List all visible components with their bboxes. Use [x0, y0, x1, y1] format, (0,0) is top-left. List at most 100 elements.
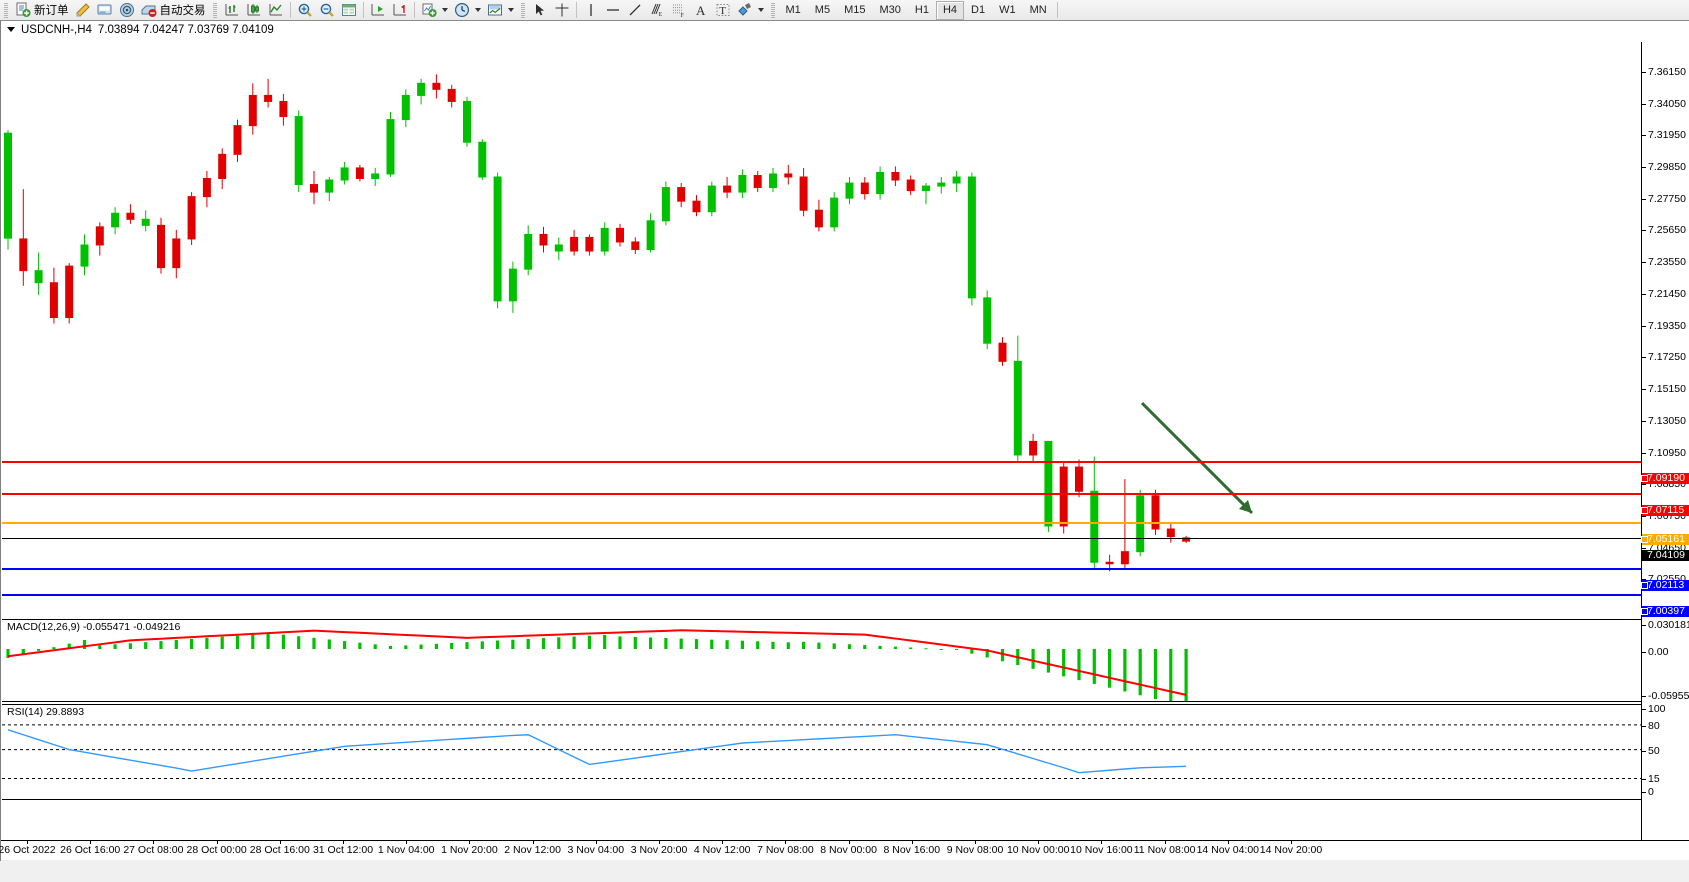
text-label-tool-button[interactable]: T: [712, 1, 734, 20]
vline-icon: [583, 2, 599, 18]
time-label: 31 Oct 12:00: [312, 844, 374, 856]
price-level-label[interactable]: 7.09190: [1641, 473, 1689, 485]
data-window-button[interactable]: [338, 1, 360, 20]
price-level-line[interactable]: [2, 492, 1641, 495]
price-level-handle[interactable]: [1641, 608, 1648, 616]
timeframe-h4-button[interactable]: H4: [935, 0, 964, 20]
hline-tool-button[interactable]: [602, 1, 624, 20]
zoom-in-button[interactable]: [294, 1, 316, 20]
text-icon: A: [693, 2, 709, 18]
macd-pane[interactable]: MACD(12,26,9) -0.055471 -0.049216: [2, 619, 1641, 702]
timeframe-m5-button[interactable]: M5: [814, 3, 831, 16]
pencil-eraser-button[interactable]: [72, 1, 94, 20]
price-level-label[interactable]: 7.02113: [1641, 580, 1689, 592]
price-level-line[interactable]: [2, 522, 1641, 525]
shapes-chevron-down-icon[interactable]: [757, 8, 764, 12]
candlestick-chart-button[interactable]: [243, 1, 265, 20]
candles-icon: [246, 2, 262, 18]
time-label: 28 Oct 16:00: [249, 844, 310, 856]
signal-button[interactable]: [116, 1, 138, 20]
toolbar-grip-2[interactable]: [212, 2, 217, 18]
fibo-tool-button[interactable]: F: [668, 1, 690, 20]
toolbar-grip-3[interactable]: [520, 2, 525, 18]
new-order-button[interactable]: 新订单: [12, 1, 72, 20]
svg-text:T: T: [719, 5, 726, 17]
timeframe-h1-button[interactable]: H1: [914, 3, 929, 16]
time-tick: [1291, 841, 1292, 844]
price-level-line[interactable]: [2, 461, 1641, 464]
time-label: 2 Nov 12:00: [504, 844, 561, 856]
price-tick: 7.27750: [1642, 193, 1686, 205]
timeframe-w1-button[interactable]: W1: [999, 3, 1016, 16]
chart-menu-caret-icon[interactable]: [7, 27, 15, 32]
price-candles: [4, 74, 1254, 572]
price-level-line[interactable]: [2, 537, 1641, 539]
time-tick: [595, 841, 597, 844]
text-tool-button[interactable]: A: [690, 1, 712, 20]
trendline-tool-button[interactable]: [624, 1, 646, 20]
timeframe-m1-button[interactable]: M1: [785, 3, 801, 16]
timeframe-m15-button[interactable]: M15: [844, 3, 866, 16]
rsi-pane[interactable]: RSI(14) 29.8893: [2, 704, 1641, 800]
price-level-line[interactable]: [2, 594, 1641, 597]
time-tick: [1101, 841, 1103, 844]
price-level-label[interactable]: 7.00397: [1641, 606, 1689, 618]
price-level-label[interactable]: 7.05161: [1641, 534, 1689, 546]
add-indicator-button[interactable]: [418, 1, 451, 20]
auto-trading-button[interactable]: 自动交易: [138, 1, 209, 20]
price-level-handle[interactable]: [1641, 536, 1648, 544]
price-level-label[interactable]: 7.04109: [1642, 549, 1689, 561]
label-icon: T: [715, 2, 731, 18]
period-chevron-down-icon[interactable]: [474, 8, 481, 12]
macd-label: MACD(12,26,9) -0.055471 -0.049216: [7, 621, 181, 633]
cursor-tool-button[interactable]: [529, 1, 551, 20]
time-label: 3 Nov 04:00: [567, 844, 625, 856]
period-button[interactable]: [451, 1, 484, 20]
timeframe-d1-button[interactable]: D1: [971, 3, 986, 16]
time-label: 10 Nov 16:00: [1070, 844, 1133, 856]
price-level-line[interactable]: [2, 568, 1641, 571]
elliott-tool-button[interactable]: E: [646, 1, 668, 20]
templates-button[interactable]: [484, 1, 517, 20]
timeframe-mn-button[interactable]: MN: [1029, 3, 1047, 16]
shapes-tool-button[interactable]: [734, 1, 767, 20]
toolbar-grip-4[interactable]: [770, 2, 775, 18]
rsi-plot: [2, 724, 1641, 779]
timeframe-m30-button[interactable]: M30: [879, 3, 901, 16]
time-label: 8 Nov 00:00: [820, 844, 877, 856]
price-tick: 7.36150: [1642, 66, 1686, 78]
timeframe-group: M1 M5 M15 M30 H1 H4 D1 W1 MN: [779, 0, 1054, 20]
bar-chart-button[interactable]: [221, 1, 243, 20]
pencil-eraser-icon: [75, 2, 91, 18]
auto-scroll-button[interactable]: [389, 1, 411, 20]
price-pane[interactable]: [2, 38, 1641, 597]
bar-chart-icon: [224, 2, 240, 18]
add-indicator-chevron-down-icon[interactable]: [441, 8, 448, 12]
toolbar-separator-3: [413, 2, 415, 18]
crosshair-tool-button[interactable]: [551, 1, 573, 20]
time-axis[interactable]: 26 Oct 2022 26 Oct 16:00 27 Oct 08:00 28 Oc…: [0, 840, 1689, 860]
price-tick: 7.23550: [1642, 256, 1686, 268]
price-level-handle[interactable]: [1641, 506, 1648, 514]
add-indicator-icon: [421, 2, 437, 18]
data-window-icon: [341, 2, 357, 18]
elliott-icon: E: [649, 2, 665, 18]
price-level-handle[interactable]: [1641, 475, 1648, 483]
time-tick: [469, 841, 471, 844]
line-chart-button[interactable]: [265, 1, 287, 20]
price-level-handle[interactable]: [1641, 582, 1648, 590]
terminal-button[interactable]: [94, 1, 116, 20]
macd-tick: 0.00: [1642, 646, 1668, 658]
time-label: 27 Oct 08:00: [123, 844, 184, 856]
toolbar-grip[interactable]: [4, 2, 8, 18]
zoom-out-icon: [319, 2, 335, 18]
price-axis[interactable]: 7.36150 7.34050 7.31950 7.29850 7.27750 7.256…: [1641, 38, 1689, 840]
zoom-out-button[interactable]: [316, 1, 338, 20]
chart-shift-button[interactable]: [367, 1, 389, 20]
vline-tool-button[interactable]: [580, 1, 602, 20]
crosshair-icon: [554, 2, 570, 18]
time-label: 1 Nov 04:00: [377, 844, 435, 856]
price-level-label[interactable]: 7.07115: [1641, 504, 1689, 516]
templates-chevron-down-icon[interactable]: [507, 8, 514, 12]
